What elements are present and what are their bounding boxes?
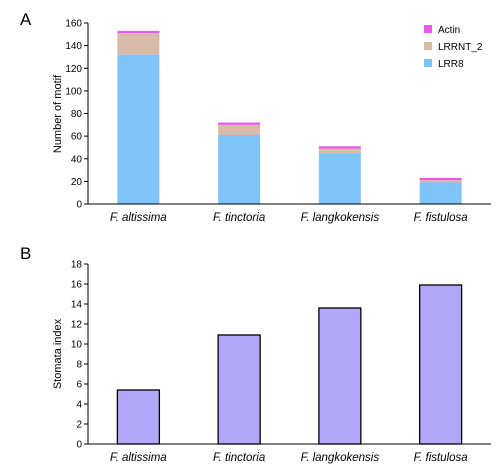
y-tick-label: 100: [65, 86, 82, 97]
y-tick-label: 0: [76, 200, 82, 211]
legend-label: LRRNT_2: [438, 42, 483, 53]
panel-label-b: B: [20, 244, 31, 263]
chart-panel-b: B Stomata index 0 2 4 6 8 10 12 14 16 18 F. altis…: [20, 244, 491, 464]
x-tick-label: F. altissima: [110, 452, 167, 464]
y-tick-label: 16: [71, 280, 83, 291]
y-tick-label: 10: [71, 340, 83, 351]
x-tick-label: F. fistulosa: [414, 452, 468, 464]
x-tick-label: F. fistulosa: [414, 212, 468, 224]
bar-lrr8: [117, 54, 160, 204]
x-axis-categories-a: F. altissima F. tinctoria F. langkokensis F…: [110, 212, 468, 224]
bar-value: [418, 284, 463, 445]
y-tick-label: 4: [76, 400, 82, 411]
bar-actin: [117, 30, 160, 34]
y-axis-ticks-b: 0 2 4 6 8 10 12 14 16 18: [71, 260, 88, 451]
legend-swatch: [424, 25, 432, 33]
x-tick-label: F. altissima: [110, 212, 167, 224]
bar-lrrnt-2: [419, 180, 462, 183]
y-tick-label: 80: [71, 109, 83, 120]
bar-lrrnt-2: [117, 33, 160, 55]
bar-lrr8: [318, 153, 361, 204]
legend-label: LRR8: [438, 59, 464, 70]
y-tick-label: 18: [71, 260, 83, 271]
y-tick-label: 40: [71, 154, 83, 165]
x-tick-label: F. tinctoria: [213, 452, 265, 464]
bar-actin: [419, 177, 462, 181]
bar-value: [318, 307, 362, 445]
y-tick-label: 20: [71, 177, 83, 188]
y-tick-label: 12: [71, 320, 83, 331]
x-tick-label: F. langkokensis: [301, 452, 380, 464]
y-tick-label: 140: [65, 41, 82, 52]
y-tick-label: 2: [76, 420, 82, 431]
y-axis-label-a: Number of motif: [52, 74, 64, 153]
bars-b: [116, 284, 463, 445]
bar-value: [116, 389, 161, 445]
bar-actin: [218, 122, 261, 125]
bar-lrrnt-2: [318, 148, 361, 154]
bar-actin: [318, 146, 361, 149]
y-axis-label-b: Stomata index: [52, 318, 64, 389]
bar-value: [217, 334, 261, 445]
y-tick-label: 120: [65, 64, 82, 75]
bars-a: [117, 30, 462, 204]
legend-swatch: [424, 42, 432, 50]
bar-lrr8: [218, 134, 261, 204]
y-tick-label: 8: [76, 360, 82, 371]
chart-panel-a: A Number of motif 020406080100120140160 …: [20, 10, 491, 224]
legend-a: Actin LRRNT_2 LRR8: [424, 25, 483, 70]
bar-lrrnt-2: [218, 124, 261, 135]
panel-label-a: A: [20, 10, 32, 29]
bar-lrr8: [419, 182, 462, 204]
y-tick-label: 60: [71, 132, 83, 143]
x-axis-categories-b: F. altissima F. tinctoria F. langkokensis F…: [110, 452, 468, 464]
y-tick-label: 14: [71, 300, 83, 311]
y-tick-label: 6: [76, 380, 82, 391]
legend-swatch: [424, 59, 432, 67]
x-tick-label: F. langkokensis: [301, 212, 380, 224]
y-tick-label: 160: [65, 19, 82, 30]
legend-label: Actin: [438, 25, 460, 36]
x-tick-label: F. tinctoria: [213, 212, 265, 224]
y-tick-label: 0: [76, 440, 82, 451]
y-axis-ticks-a: 0 20 40 60 80 100 120 140 160: [65, 19, 88, 211]
